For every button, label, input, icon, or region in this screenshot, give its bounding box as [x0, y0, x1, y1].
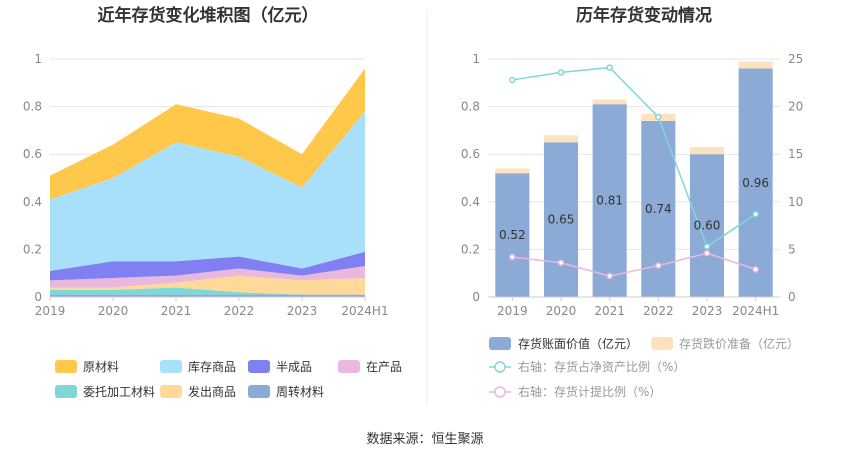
right-x-tick: 2023: [692, 304, 723, 318]
right-chart-title: 历年存货变动情况: [576, 5, 712, 26]
left-chart-title: 近年存货变化堆积图（亿元）: [98, 5, 319, 26]
legend-swatch: [338, 360, 360, 373]
data-source: 数据来源：恒生聚源: [366, 432, 483, 447]
area-委托加工材料: [50, 287, 365, 295]
right-y-tick: 0.6: [461, 147, 480, 161]
bar-存货账面价值（亿元）: [689, 154, 725, 297]
left-x-tick: 2023: [287, 304, 318, 318]
line-point: [557, 69, 565, 76]
right-y-tick: 0.4: [461, 195, 480, 209]
left-y-tick: 0.4: [23, 195, 42, 209]
area-半成品: [50, 251, 365, 281]
area-原材料: [50, 68, 365, 200]
right-y2-tick: 0: [788, 290, 796, 304]
right-y2-tick: 20: [788, 100, 803, 114]
line-point: [752, 210, 759, 218]
legend-swatch: [489, 337, 511, 350]
bar-存货账面价值（亿元）: [738, 68, 773, 298]
bar-存货跌价准备（亿元）: [543, 135, 579, 143]
legend-label: 右轴：存货计提比例（%）: [518, 384, 661, 399]
right-y2-tick: 25: [788, 52, 803, 66]
legend-label: 委托加工材料: [83, 385, 155, 399]
right-x-tick: 2021: [594, 304, 625, 318]
bar-value-label: 0.74: [645, 202, 672, 216]
bar-存货跌价准备（亿元）: [738, 61, 773, 69]
right-bar-line-chart: 00.20.40.60.8105101520250.520.650.810.74…: [461, 52, 803, 318]
right-x-tick: 2019: [497, 304, 528, 318]
area-在产品: [50, 266, 365, 288]
line-point: [606, 64, 613, 71]
legend-label: 存货账面价值（亿元）: [518, 336, 638, 351]
bar-存货账面价值（亿元）: [592, 104, 627, 297]
right-y-tick: 0.2: [461, 242, 480, 256]
left-y-tick: 0.8: [23, 100, 42, 114]
line-point: [752, 266, 759, 273]
bar-存货跌价准备（亿元）: [592, 99, 627, 105]
bar-value-label: 0.52: [499, 228, 526, 242]
right-y-tick: 0: [472, 290, 480, 304]
left-y-tick: 0.2: [23, 242, 42, 256]
left-y-tick: 0.6: [23, 147, 42, 161]
legend-swatch: [160, 360, 182, 373]
legend-label: 在产品: [366, 360, 402, 374]
bar-value-label: 0.60: [694, 219, 721, 233]
right-x-tick: 2022: [643, 304, 674, 318]
legend-marker: [494, 361, 506, 373]
line-point: [606, 272, 613, 280]
left-x-tick: 2020: [98, 304, 129, 318]
left-y-tick: 0: [34, 290, 42, 304]
bar-存货账面价值（亿元）: [543, 142, 579, 297]
line-point: [557, 259, 565, 266]
right-y2-tick: 10: [788, 195, 803, 209]
legend-label: 半成品: [276, 360, 312, 374]
legend-swatch: [55, 385, 77, 398]
legend-label: 周转材料: [276, 384, 324, 399]
legend-marker: [494, 386, 506, 398]
line-point: [703, 243, 711, 250]
legend-label: 右轴：存货占净资产比例（%）: [518, 359, 685, 374]
left-stacked-area-chart: 0 0.2 0.4 0.6 0.8 1 2019 2020 2021 2022 2023 2024H1: [23, 52, 389, 318]
bar-存货跌价准备（亿元）: [495, 168, 530, 174]
right-y-tick: 1: [472, 52, 480, 66]
area-库存商品: [50, 111, 365, 271]
line-point: [509, 253, 516, 261]
line-右轴：存货占净资产比例（%）: [512, 66, 757, 248]
legend-swatch: [248, 385, 270, 398]
left-y-tick: 1: [34, 52, 42, 66]
right-y2-tick: 5: [788, 242, 796, 256]
area-周转材料: [50, 294, 365, 297]
legend-label: 库存商品: [188, 359, 236, 374]
legend-label: 原材料: [83, 360, 119, 374]
right-y2-tick: 15: [788, 147, 803, 161]
line-point: [703, 249, 711, 257]
legend-swatch: [55, 360, 77, 373]
left-x-tick: 2021: [161, 304, 192, 318]
line-point: [655, 262, 662, 269]
bar-value-label: 0.96: [742, 176, 769, 190]
legend-swatch: [248, 360, 270, 373]
bar-存货账面价值（亿元）: [495, 173, 530, 297]
right-y-tick: 0.8: [461, 100, 480, 114]
bar-value-label: 0.65: [548, 213, 575, 227]
legend-label: 发出商品: [188, 384, 236, 399]
line-右轴：存货计提比例（%）: [512, 252, 756, 277]
area-发出商品: [50, 275, 365, 295]
left-x-tick: 2022: [224, 304, 255, 318]
bar-存货跌价准备（亿元）: [689, 147, 725, 155]
line-point: [655, 113, 662, 121]
left-x-tick: 2024H1: [341, 304, 388, 318]
legend-label: 存货跌价准备（亿元）: [679, 336, 799, 351]
bar-value-label: 0.81: [596, 194, 623, 208]
legend-swatch: [651, 337, 673, 350]
legend-swatch: [160, 385, 182, 398]
line-point: [509, 76, 516, 84]
left-x-tick: 2019: [35, 304, 66, 318]
right-legend: 存货账面价值（亿元） 存货跌价准备（亿元） 右轴：存货占净资产比例（%） 右轴：存货计…: [489, 336, 799, 399]
right-x-tick: 2024H1: [732, 304, 779, 318]
right-x-tick: 2020: [546, 304, 577, 318]
